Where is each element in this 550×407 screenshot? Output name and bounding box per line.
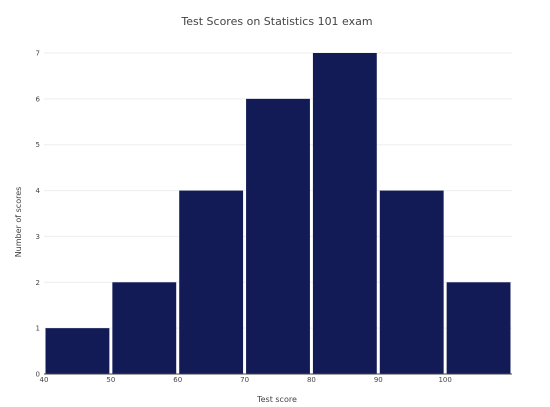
x-tick-label: 100 — [438, 376, 451, 384]
histogram-bar — [379, 190, 444, 374]
x-tick-label: 80 — [307, 376, 316, 384]
x-axis-ticks: 40 50 60 70 80 90 100 — [40, 376, 452, 384]
y-tick-label: 7 — [36, 50, 40, 58]
histogram-bar — [312, 53, 377, 374]
y-tick-label: 5 — [36, 141, 40, 149]
y-axis-title: Number of scores — [14, 187, 23, 258]
y-tick-label: 1 — [36, 325, 40, 333]
y-tick-label: 2 — [36, 279, 40, 287]
y-tick-label: 4 — [36, 187, 41, 195]
y-tick-label: 6 — [36, 95, 41, 103]
y-tick-label: 3 — [36, 233, 40, 241]
histogram-bar — [246, 98, 310, 374]
chart-title: Test Scores on Statistics 101 exam — [180, 15, 372, 28]
histogram-bar — [179, 190, 244, 374]
histogram-bar — [446, 282, 511, 374]
histogram-bar — [45, 328, 110, 374]
bars — [45, 53, 511, 374]
x-axis-title: Test score — [256, 395, 297, 404]
y-axis-ticks: 0 1 2 3 4 5 6 7 — [36, 50, 41, 379]
x-tick-label: 40 — [40, 376, 49, 384]
histogram-bar — [112, 282, 177, 374]
x-tick-label: 90 — [374, 376, 383, 384]
x-tick-label: 60 — [173, 376, 182, 384]
y-tick-label: 0 — [36, 371, 40, 379]
x-tick-label: 70 — [240, 376, 249, 384]
x-tick-label: 50 — [106, 376, 115, 384]
